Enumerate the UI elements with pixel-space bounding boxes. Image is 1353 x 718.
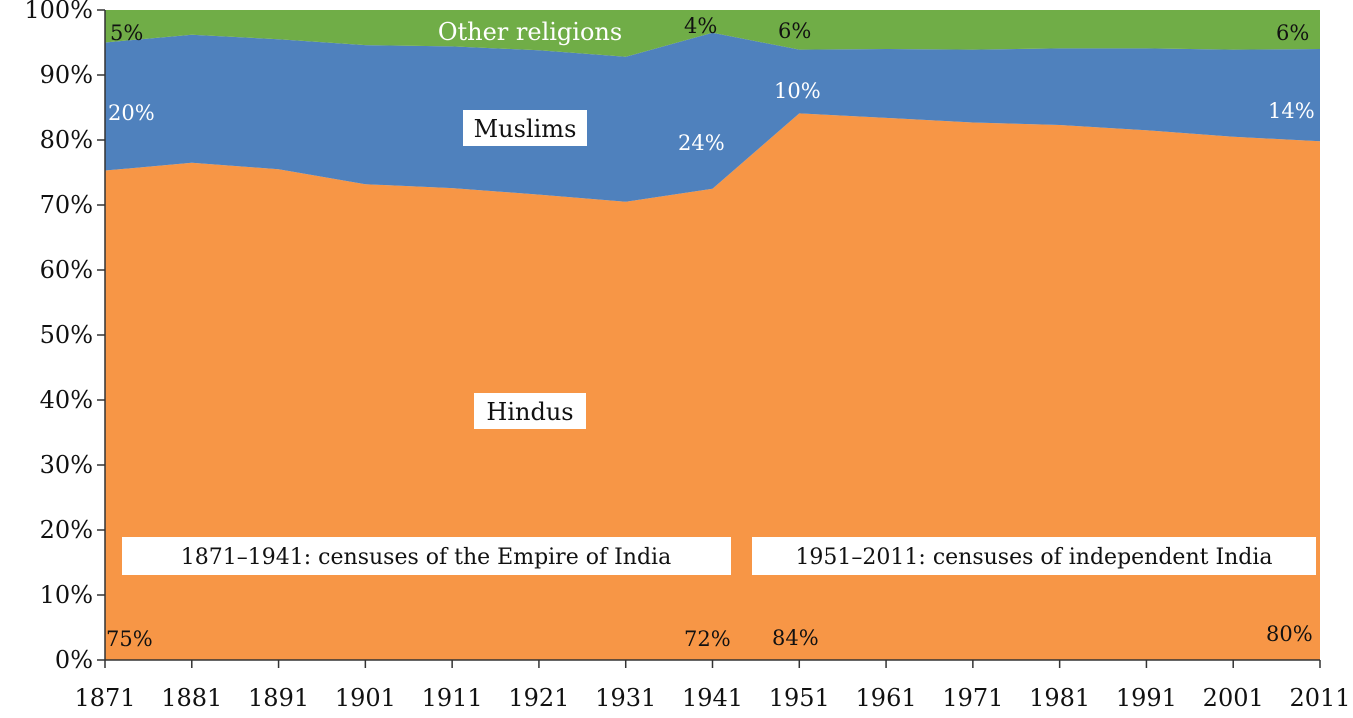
- area-other-religions: [105, 10, 1320, 57]
- x-tick-label: 1951: [769, 684, 830, 712]
- area-label-other: Other religions: [438, 18, 622, 46]
- value-label-hindus-1941: 72%: [684, 627, 731, 651]
- y-tick-label: 80%: [40, 126, 93, 154]
- area-label-muslims-box: [463, 110, 587, 146]
- x-tick-label: 1981: [1029, 684, 1090, 712]
- value-label-muslims-1871: 20%: [108, 101, 155, 125]
- y-tick-label: 10%: [40, 581, 93, 609]
- stacked-areas: [105, 10, 1320, 661]
- annotation-empire: 1871–1941: censuses of the Empire of Ind…: [181, 545, 671, 570]
- x-tick-label: 1911: [422, 684, 483, 712]
- value-label-other-2011: 6%: [1276, 21, 1309, 45]
- value-label-other-1871: 5%: [110, 21, 143, 45]
- x-tick-label: 2001: [1203, 684, 1264, 712]
- x-tick-label: 1891: [248, 684, 309, 712]
- value-label-hindus-1871: 75%: [106, 627, 153, 651]
- x-tick-label: 1941: [682, 684, 743, 712]
- value-label-muslims-2011: 14%: [1268, 99, 1315, 123]
- x-tick-label: 2011: [1289, 684, 1350, 712]
- y-tick-label: 20%: [40, 516, 93, 544]
- y-tick-label: 30%: [40, 451, 93, 479]
- area-muslims: [105, 32, 1320, 202]
- value-label-other-1951: 6%: [778, 19, 811, 43]
- axes: 0% 10% 20% 30% 40% 50% 60% 70% 80% 90% 100% 1871 188…: [24, 0, 1350, 712]
- x-tick-label: 1921: [508, 684, 569, 712]
- value-label-muslims-1941: 24%: [678, 131, 725, 155]
- x-tick-label: 1881: [161, 684, 222, 712]
- x-tick-label: 1871: [74, 684, 135, 712]
- y-tick-label: 90%: [40, 61, 93, 89]
- x-tick-label: 1931: [595, 684, 656, 712]
- y-tick-label: 100%: [24, 0, 93, 24]
- area-label-muslims: Muslims: [474, 115, 577, 143]
- annotation-empire-box: [122, 537, 731, 575]
- value-label-other-1941: 4%: [684, 14, 717, 38]
- value-label-muslims-1951: 10%: [774, 79, 821, 103]
- y-tick-label: 60%: [40, 256, 93, 284]
- y-tick-label: 50%: [40, 321, 93, 349]
- area-label-hindus-box: [474, 393, 586, 429]
- x-tick-label: 1961: [856, 684, 917, 712]
- area-hindus: [105, 113, 1320, 661]
- annotation-independent: 1951–2011: censuses of independent India: [795, 545, 1272, 570]
- annotation-independent-box: [752, 537, 1316, 575]
- y-tick-label: 40%: [40, 386, 93, 414]
- y-tick-label: 70%: [40, 191, 93, 219]
- value-label-hindus-1951: 84%: [772, 626, 819, 650]
- value-label-hindus-2011: 80%: [1266, 622, 1313, 646]
- x-tick-label: 1991: [1116, 684, 1177, 712]
- x-tick-label: 1971: [942, 684, 1003, 712]
- x-tick-label: 1901: [335, 684, 396, 712]
- y-tick-label: 0%: [55, 646, 93, 674]
- area-label-hindus: Hindus: [486, 398, 573, 426]
